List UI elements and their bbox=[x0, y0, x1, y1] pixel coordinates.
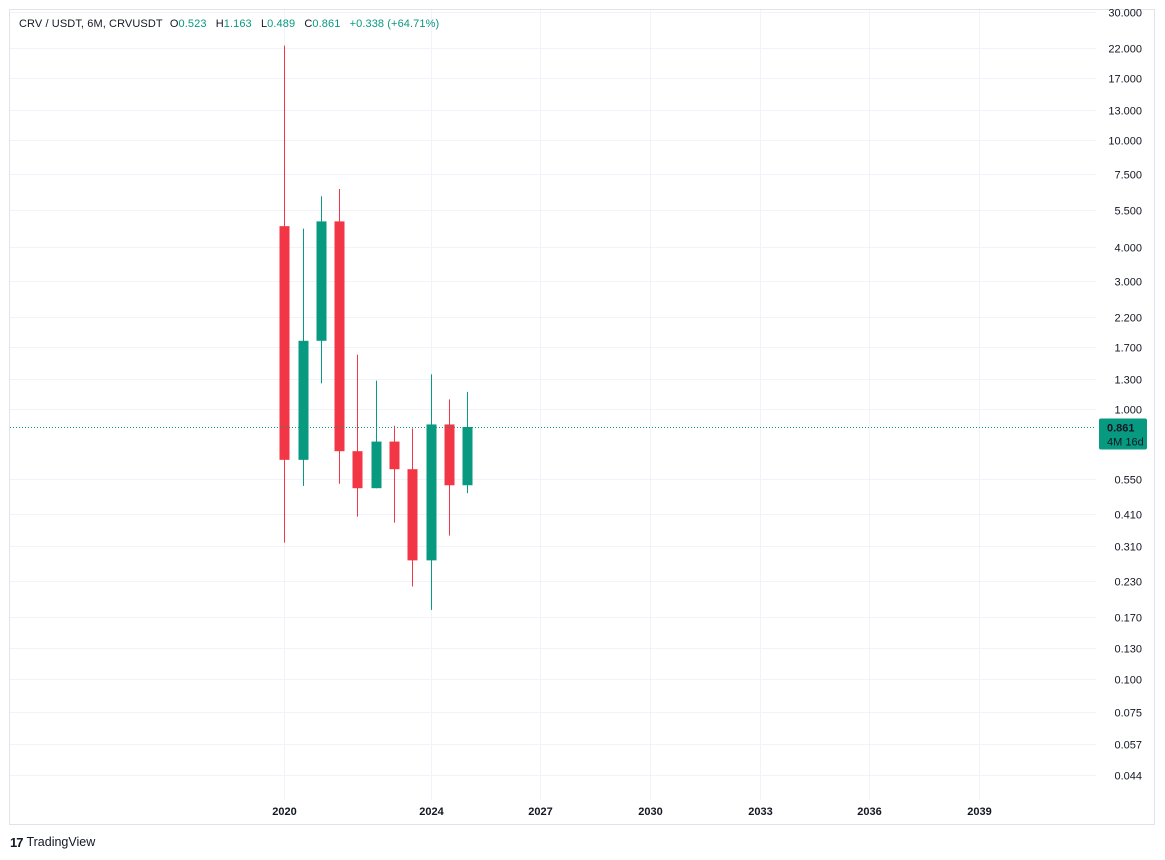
x-tick-label: 2027 bbox=[528, 806, 552, 818]
y-tick-label: 0.130 bbox=[1114, 644, 1142, 656]
candle-body bbox=[352, 451, 363, 489]
y-tick-label: 17.000 bbox=[1108, 74, 1142, 86]
candle-body bbox=[298, 340, 309, 460]
candle[interactable] bbox=[334, 188, 345, 484]
candle-body bbox=[444, 424, 455, 486]
tradingview-logo[interactable]: 17 TradingView bbox=[10, 834, 95, 850]
grid-lines bbox=[10, 10, 1096, 800]
y-tick-label: 2.200 bbox=[1114, 313, 1142, 325]
candle-body bbox=[334, 221, 345, 452]
candle-body bbox=[407, 469, 418, 561]
y-tick-label: 22.000 bbox=[1108, 44, 1142, 56]
bar-countdown: 4M 16d bbox=[1107, 437, 1144, 449]
candle[interactable] bbox=[371, 380, 382, 489]
y-tick-label: 0.170 bbox=[1114, 613, 1142, 625]
x-tick-label: 2033 bbox=[748, 806, 772, 818]
last-price-tag: 0.861 4M 16d bbox=[1099, 418, 1147, 450]
candle[interactable] bbox=[462, 391, 473, 494]
y-tick-label: 13.000 bbox=[1108, 106, 1142, 118]
y-tick-label: 0.550 bbox=[1114, 475, 1142, 487]
candles bbox=[279, 45, 473, 610]
open-value: 0.523 bbox=[178, 18, 207, 30]
candle-body bbox=[371, 441, 382, 489]
candle-body bbox=[462, 426, 473, 486]
y-tick-label: 0.044 bbox=[1114, 771, 1142, 783]
symbol-title[interactable]: CRV / USDT, 6M, CRVUSDT bbox=[19, 18, 163, 30]
y-tick-label: 0.230 bbox=[1114, 577, 1142, 589]
y-tick-label: 10.000 bbox=[1108, 136, 1142, 148]
y-tick-label: 0.310 bbox=[1114, 542, 1142, 554]
candle-body bbox=[426, 424, 437, 561]
high-value: 1.163 bbox=[223, 18, 252, 30]
candle[interactable] bbox=[444, 399, 455, 536]
x-tick-label: 2024 bbox=[419, 806, 444, 818]
price-axis: 30.000 22.000 17.000 13.000 10.000 7.500 5.500… bbox=[1108, 8, 1142, 783]
change-value: +0.338 (+64.71%) bbox=[349, 18, 440, 30]
x-tick-label: 2030 bbox=[638, 806, 662, 818]
open-label: O bbox=[169, 18, 179, 30]
y-tick-label: 7.500 bbox=[1114, 170, 1142, 182]
candle[interactable] bbox=[389, 425, 400, 523]
tradingview-wordmark: TradingView bbox=[26, 835, 96, 849]
y-tick-label: 4.000 bbox=[1114, 243, 1142, 255]
candle-body bbox=[316, 221, 327, 341]
candle[interactable] bbox=[426, 374, 437, 610]
candle[interactable] bbox=[407, 428, 418, 587]
close-label: C bbox=[304, 18, 313, 30]
tradingview-logo-icon: 17 bbox=[10, 834, 24, 850]
y-tick-label: 3.000 bbox=[1114, 277, 1142, 289]
low-label: L bbox=[260, 18, 268, 30]
candle[interactable] bbox=[298, 228, 309, 486]
time-axis: 2020 2024 2027 2030 2033 2036 2039 bbox=[272, 806, 991, 818]
y-tick-label: 1.700 bbox=[1114, 343, 1142, 355]
candle[interactable] bbox=[352, 354, 363, 517]
chart-frame bbox=[9, 9, 1155, 825]
x-tick-label: 2036 bbox=[857, 806, 881, 818]
x-tick-label: 2039 bbox=[967, 806, 991, 818]
low-value: 0.489 bbox=[267, 18, 296, 30]
x-tick-label: 2020 bbox=[272, 806, 296, 818]
candle-body bbox=[279, 226, 290, 460]
y-tick-label: 5.500 bbox=[1114, 206, 1142, 218]
candle-body bbox=[389, 441, 400, 470]
symbol-legend: CRV / USDT, 6M, CRVUSDT O0.523 H1.163 L0… bbox=[19, 18, 445, 30]
y-tick-label: 1.000 bbox=[1114, 405, 1142, 417]
last-price-value: 0.861 bbox=[1107, 423, 1135, 435]
candle[interactable] bbox=[279, 45, 290, 543]
y-tick-label: 0.057 bbox=[1114, 740, 1142, 752]
close-value: 0.861 bbox=[312, 18, 341, 30]
y-tick-label: 1.300 bbox=[1114, 375, 1142, 387]
candle[interactable] bbox=[316, 196, 327, 384]
high-label: H bbox=[215, 18, 224, 30]
y-tick-label: 0.410 bbox=[1114, 510, 1142, 522]
y-tick-label: 0.100 bbox=[1114, 675, 1142, 687]
y-tick-label: 30.000 bbox=[1108, 8, 1142, 20]
y-tick-label: 0.075 bbox=[1114, 708, 1142, 720]
